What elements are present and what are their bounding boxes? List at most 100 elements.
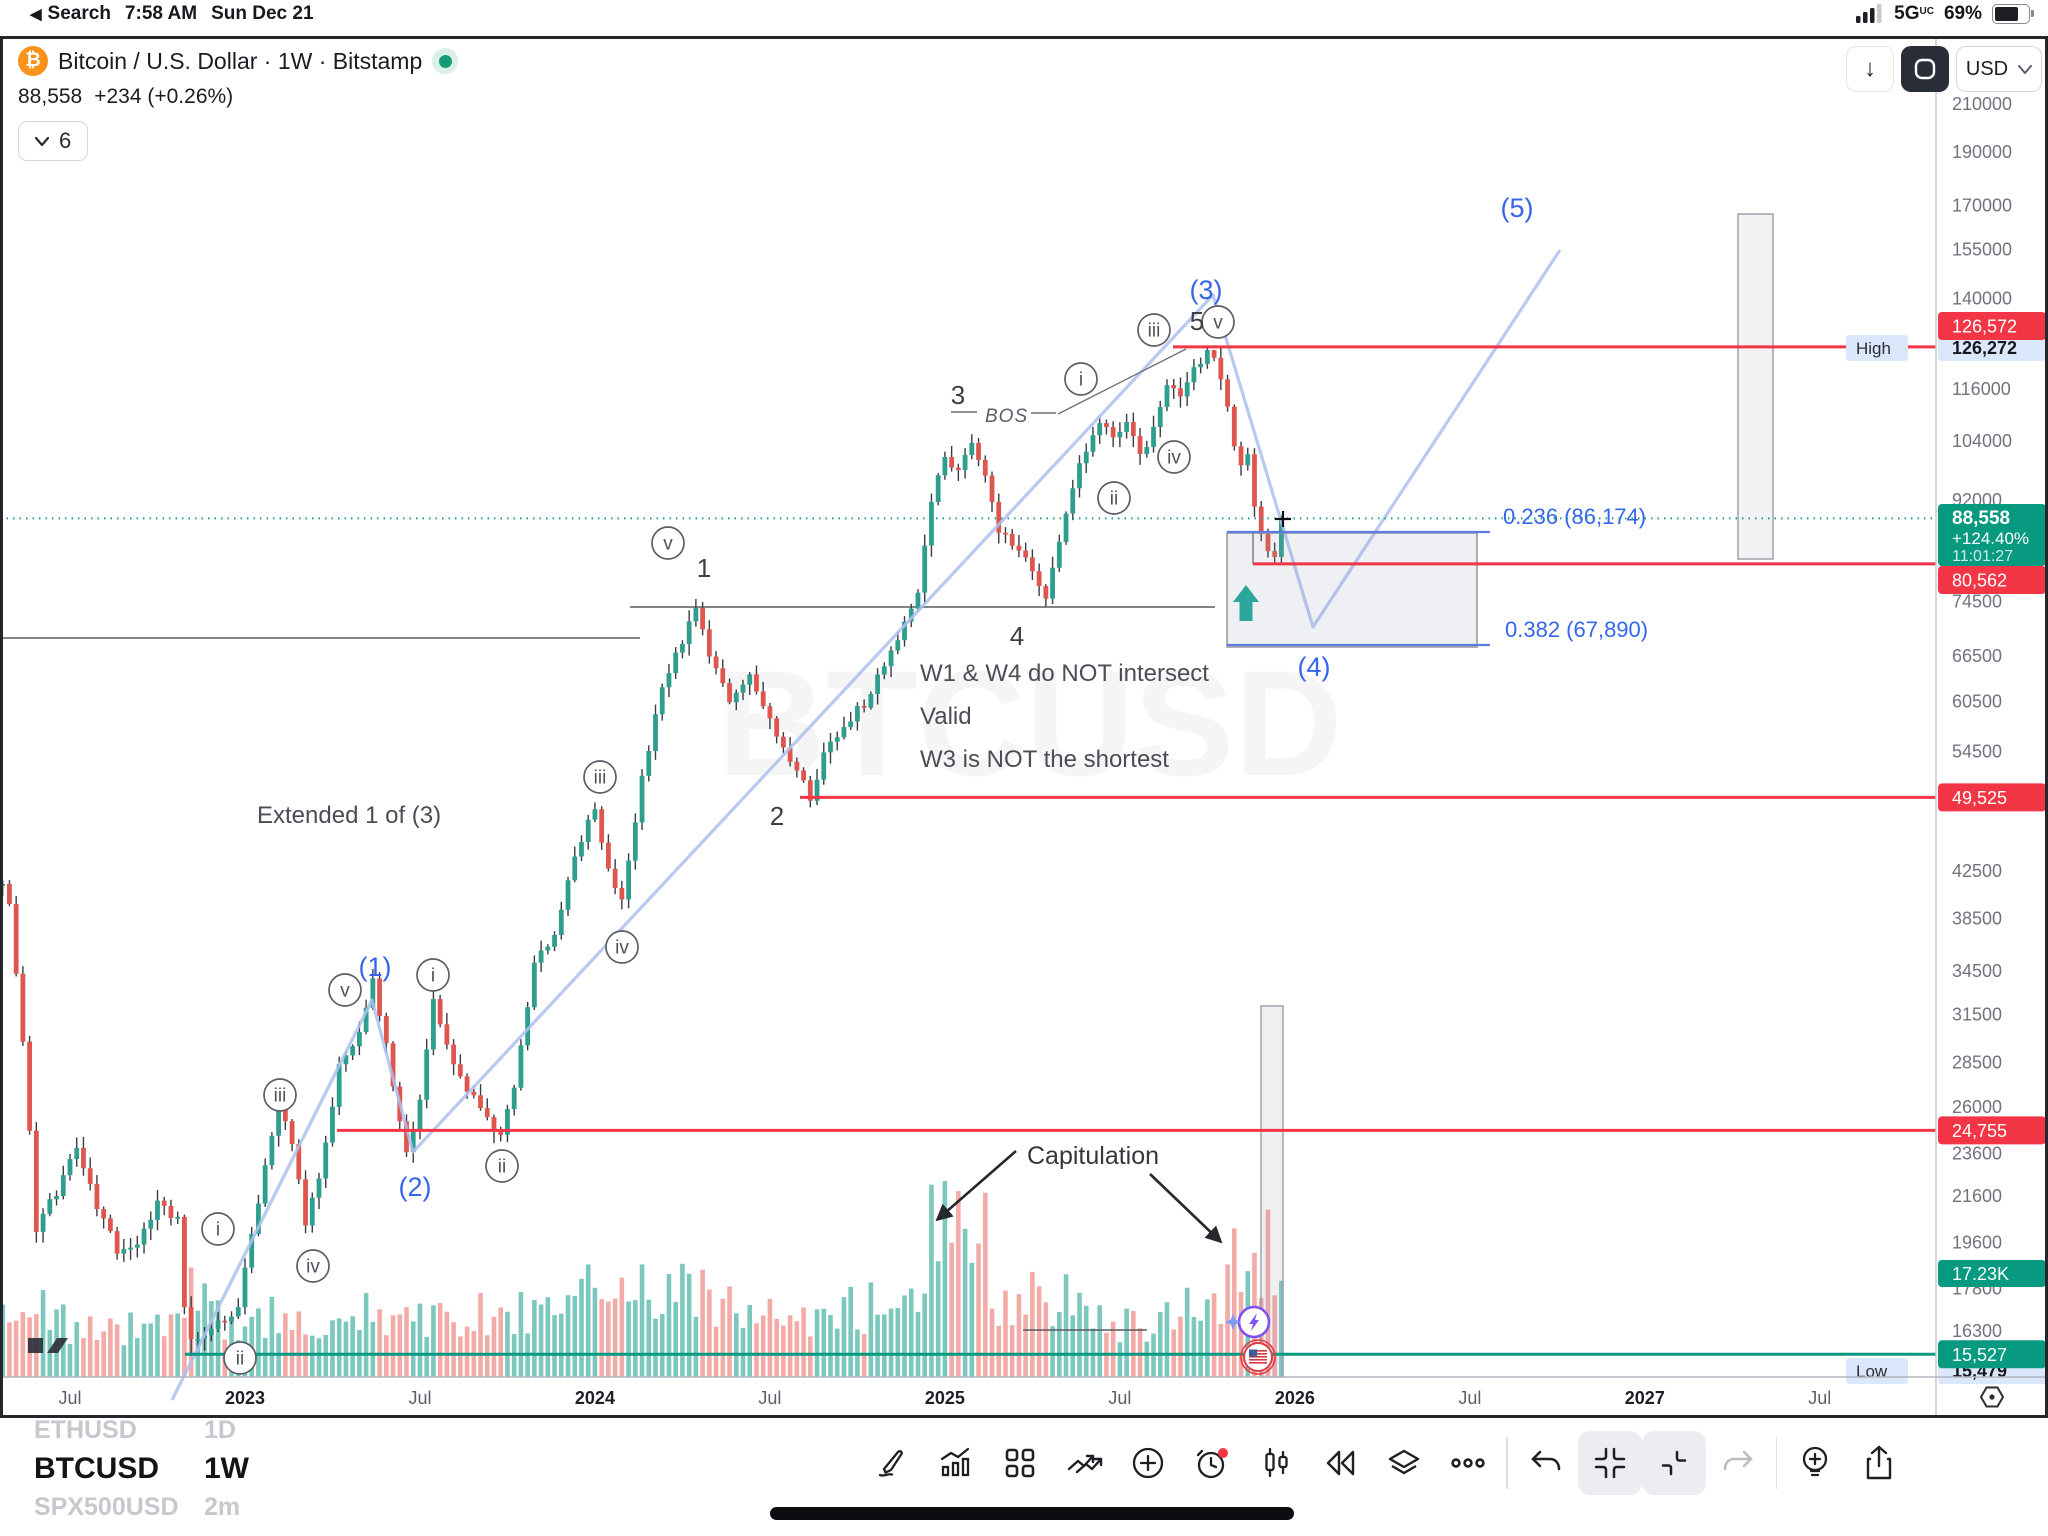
svg-text:0.236 (86,174): 0.236 (86,174) xyxy=(1503,504,1646,529)
svg-text:(4): (4) xyxy=(1298,652,1331,682)
more-button[interactable] xyxy=(1436,1431,1500,1495)
picker-item-ethusd[interactable]: ETHUSD 1D xyxy=(34,1416,236,1444)
ideas-button[interactable] xyxy=(1783,1431,1847,1495)
symbol-title[interactable]: Bitcoin / U.S. Dollar · 1W · Bitstamp xyxy=(58,47,423,74)
indicators-button[interactable] xyxy=(924,1431,988,1495)
scroll-to-latest-button[interactable]: ↓ xyxy=(1846,46,1894,92)
svg-text:Valid: Valid xyxy=(920,703,972,730)
plus-circle-icon xyxy=(1132,1447,1164,1479)
home-indicator[interactable] xyxy=(770,1507,1294,1520)
svg-text:(5): (5) xyxy=(1501,193,1534,223)
svg-text:23600: 23600 xyxy=(1952,1143,2002,1163)
svg-text:i: i xyxy=(431,966,435,987)
share-button[interactable] xyxy=(1847,1431,1911,1495)
svg-text:74500: 74500 xyxy=(1952,591,2002,611)
replay-button[interactable] xyxy=(1308,1431,1372,1495)
up-arrow-marker xyxy=(1233,585,1259,621)
currency-dropdown[interactable]: USD xyxy=(1956,46,2042,92)
redo-button[interactable] xyxy=(1706,1431,1770,1495)
svg-text:88,558: 88,558 xyxy=(1952,508,2010,529)
ellipsis-icon xyxy=(1451,1458,1485,1468)
picker-item-spx500usd[interactable]: SPX500USD 2m xyxy=(34,1493,241,1521)
undo-button[interactable] xyxy=(1514,1431,1578,1495)
object-tree-button[interactable] xyxy=(1244,1431,1308,1495)
picker-item-btcusd-selected[interactable]: BTCUSD 1W xyxy=(34,1452,249,1485)
svg-text:66500: 66500 xyxy=(1952,646,2002,666)
time-axis-label: 2023 xyxy=(225,1388,265,1408)
svg-text:ii: ii xyxy=(498,1157,506,1178)
svg-text:iv: iv xyxy=(615,938,629,959)
time-axis-label: Jul xyxy=(1108,1388,1131,1408)
layout-grid-button[interactable] xyxy=(988,1431,1052,1495)
collapsed-drawings-button[interactable]: 6 xyxy=(18,121,89,161)
layers-icon xyxy=(1388,1449,1420,1475)
svg-text:iv: iv xyxy=(1167,448,1181,469)
time-axis-label: 2025 xyxy=(925,1388,965,1408)
svg-text:190000: 190000 xyxy=(1952,142,2012,162)
compare-button[interactable] xyxy=(1052,1431,1116,1495)
svg-text:54500: 54500 xyxy=(1952,741,2002,761)
svg-text:(3): (3) xyxy=(1190,275,1223,305)
alerts-button[interactable] xyxy=(1180,1431,1244,1495)
svg-text:126,272: 126,272 xyxy=(1952,338,2017,358)
scale-settings-icon[interactable] xyxy=(1979,1386,2005,1408)
layers-button[interactable] xyxy=(1372,1431,1436,1495)
svg-text:3: 3 xyxy=(951,380,965,410)
battery-percent: 69% xyxy=(1943,3,1982,24)
collapse-view-button[interactable] xyxy=(1577,1431,1642,1495)
fullscreen-button[interactable] xyxy=(1901,46,1949,92)
chevron-down-icon xyxy=(2018,64,2033,74)
market-open-dot xyxy=(432,48,459,74)
svg-text:42500: 42500 xyxy=(1952,861,2002,881)
svg-text:W3 is NOT the shortest: W3 is NOT the shortest xyxy=(920,746,1169,773)
compare-arrows-icon xyxy=(1067,1454,1103,1474)
svg-text:1: 1 xyxy=(697,553,711,583)
back-to-app[interactable]: ◀ Search xyxy=(30,3,111,25)
svg-text:126,572: 126,572 xyxy=(1952,317,2017,337)
svg-text:iii: iii xyxy=(594,768,607,789)
cellular-signal-icon xyxy=(1856,4,1882,23)
svg-text:31500: 31500 xyxy=(1952,1005,2002,1025)
svg-text:ii: ii xyxy=(236,1349,244,1370)
svg-text:116000: 116000 xyxy=(1952,379,2011,399)
toolbar-divider xyxy=(1506,1437,1508,1489)
bitcoin-logo-icon: ₿ xyxy=(18,46,48,76)
corner-layout-button[interactable] xyxy=(1641,1431,1706,1495)
lightbulb-plus-icon xyxy=(1802,1446,1828,1477)
tradingview-logo xyxy=(28,1338,68,1353)
volume-pane xyxy=(0,1181,1284,1377)
bottom-toolbar: ETHUSD 1D BTCUSD 1W SPX500USD 2m xyxy=(0,1416,2048,1536)
toolbar-divider xyxy=(1775,1437,1777,1489)
chart-border-right xyxy=(2045,36,2048,1418)
draw-button[interactable] xyxy=(860,1431,924,1495)
svg-text:(1): (1) xyxy=(359,952,392,982)
time-axis-label: Jul xyxy=(58,1388,81,1408)
svg-text:Capitulation: Capitulation xyxy=(1027,1142,1159,1170)
svg-text:v: v xyxy=(663,534,673,555)
svg-text:24,755: 24,755 xyxy=(1952,1121,2007,1141)
svg-text:26000: 26000 xyxy=(1952,1097,2002,1117)
add-button[interactable] xyxy=(1116,1431,1180,1495)
economic-event-ring xyxy=(1240,1339,1276,1375)
svg-text:140000: 140000 xyxy=(1952,289,2012,309)
chart-border-top xyxy=(0,36,2048,39)
status-date: Sun Dec 21 xyxy=(211,3,314,24)
svg-text:38500: 38500 xyxy=(1952,908,2002,928)
svg-text:BOS: BOS xyxy=(985,406,1028,427)
svg-text:i: i xyxy=(216,1220,220,1241)
pencil-icon xyxy=(878,1450,903,1477)
current-price-badge xyxy=(1938,504,2046,566)
svg-text:Low: Low xyxy=(1856,1362,1888,1381)
rewind-icon xyxy=(1326,1450,1355,1476)
symbol-picker-wheel[interactable]: ETHUSD 1D BTCUSD 1W SPX500USD 2m xyxy=(34,1416,249,1522)
svg-text:iii: iii xyxy=(274,1086,287,1107)
back-app-label: Search xyxy=(47,3,111,24)
svg-text:+124.40%: +124.40% xyxy=(1952,529,2029,548)
projection-box-tall xyxy=(1737,213,1774,560)
svg-text:60500: 60500 xyxy=(1952,691,2002,711)
svg-text:iv: iv xyxy=(306,1257,320,1278)
undo-arrow-icon xyxy=(1530,1450,1560,1471)
indicators-icon xyxy=(940,1447,970,1477)
